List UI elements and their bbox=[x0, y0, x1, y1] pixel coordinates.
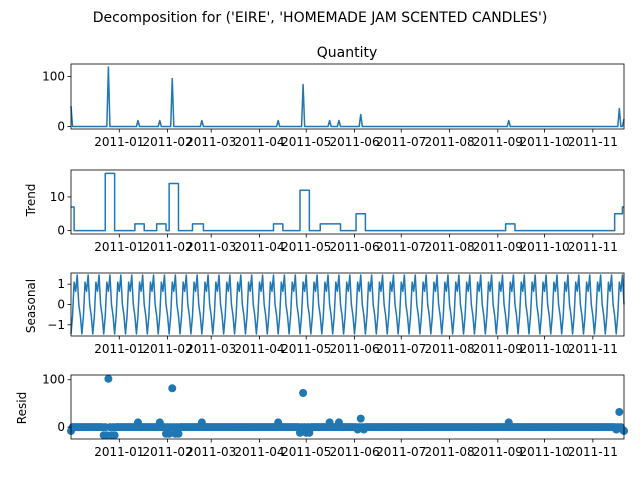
resid-point bbox=[615, 407, 624, 416]
seasonal-ytick-label: −1 bbox=[47, 318, 65, 332]
resid-point bbox=[104, 374, 113, 383]
resid-xtick-label: 2011-08 bbox=[424, 445, 474, 459]
resid-panel-ylabel: Resid bbox=[15, 392, 29, 424]
trend-ytick-label: 10 bbox=[50, 190, 65, 204]
seasonal-ytick-label: 0 bbox=[57, 298, 65, 312]
trend-xtick-label: 2011-11 bbox=[568, 240, 618, 254]
resid-ytick-label: 100 bbox=[42, 373, 65, 387]
resid-axes-frame bbox=[70, 374, 625, 440]
trend-axes-frame bbox=[70, 169, 625, 235]
quantity-xtick-label: 2011-06 bbox=[329, 135, 379, 149]
quantity-xtick-label: 2011-09 bbox=[473, 135, 523, 149]
trend-xtick-label: 2011-10 bbox=[519, 240, 569, 254]
resid-xtick-label: 2011-01 bbox=[94, 445, 144, 459]
trend-xtick-label: 2011-05 bbox=[281, 240, 331, 254]
trend-xtick-label: 2011-03 bbox=[186, 240, 236, 254]
trend-xtick-label: 2011-08 bbox=[424, 240, 474, 254]
trend-series-line bbox=[71, 172, 624, 232]
resid-ytick-label: 0 bbox=[57, 420, 65, 434]
resid-xtick-label: 2011-02 bbox=[143, 445, 193, 459]
seasonal-panel-ylabel: Seasonal bbox=[24, 279, 38, 333]
trend-panel-ylabel: Trend bbox=[24, 184, 38, 218]
resid-xtick-label: 2011-04 bbox=[234, 445, 284, 459]
seasonal-xtick-label: 2011-10 bbox=[519, 342, 569, 356]
quantity-xtick-label: 2011-11 bbox=[568, 135, 618, 149]
quantity-panel-title: Quantity bbox=[317, 45, 378, 61]
seasonal-series-line bbox=[70, 274, 625, 335]
resid-point bbox=[356, 414, 365, 423]
figure-title: Decomposition for ('EIRE', 'HOMEMADE JAM… bbox=[93, 10, 548, 26]
trend-ytick-label: 0 bbox=[57, 224, 65, 238]
quantity-xtick-label: 2011-10 bbox=[519, 135, 569, 149]
resid-xtick-label: 2011-05 bbox=[281, 445, 331, 459]
quantity-ytick-label: 0 bbox=[57, 120, 65, 134]
resid-point bbox=[168, 384, 177, 393]
seasonal-xtick-label: 2011-08 bbox=[424, 342, 474, 356]
resid-xtick-label: 2011-09 bbox=[473, 445, 523, 459]
quantity-axes-frame bbox=[70, 63, 625, 130]
quantity-xtick-label: 2011-01 bbox=[94, 135, 144, 149]
seasonal-xtick-label: 2011-01 bbox=[94, 342, 144, 356]
quantity-ytick-label: 100 bbox=[42, 70, 65, 84]
quantity-series-line bbox=[70, 66, 625, 128]
resid-xtick-label: 2011-11 bbox=[568, 445, 618, 459]
resid-point bbox=[299, 389, 308, 398]
resid-xtick-label: 2011-06 bbox=[329, 445, 379, 459]
seasonal-xtick-label: 2011-04 bbox=[234, 342, 284, 356]
resid-point bbox=[110, 431, 119, 440]
trend-xtick-label: 2011-07 bbox=[376, 240, 426, 254]
seasonal-xtick-label: 2011-06 bbox=[329, 342, 379, 356]
seasonal-xtick-label: 2011-11 bbox=[568, 342, 618, 356]
trend-xtick-label: 2011-04 bbox=[234, 240, 284, 254]
resid-xtick-label: 2011-10 bbox=[519, 445, 569, 459]
seasonal-xtick-label: 2011-09 bbox=[473, 342, 523, 356]
quantity-xtick-label: 2011-08 bbox=[424, 135, 474, 149]
trend-xtick-label: 2011-01 bbox=[94, 240, 144, 254]
quantity-xtick-label: 2011-03 bbox=[186, 135, 236, 149]
quantity-xtick-label: 2011-05 bbox=[281, 135, 331, 149]
trend-xtick-label: 2011-06 bbox=[329, 240, 379, 254]
quantity-xtick-label: 2011-07 bbox=[376, 135, 426, 149]
trend-xtick-label: 2011-02 bbox=[143, 240, 193, 254]
seasonal-ytick-label: 1 bbox=[57, 277, 65, 291]
resid-xtick-label: 2011-03 bbox=[186, 445, 236, 459]
quantity-xtick-label: 2011-02 bbox=[143, 135, 193, 149]
trend-xtick-label: 2011-09 bbox=[473, 240, 523, 254]
seasonal-xtick-label: 2011-05 bbox=[281, 342, 331, 356]
seasonal-xtick-label: 2011-07 bbox=[376, 342, 426, 356]
resid-xtick-label: 2011-07 bbox=[376, 445, 426, 459]
quantity-xtick-label: 2011-04 bbox=[234, 135, 284, 149]
resid-point bbox=[174, 429, 183, 438]
seasonal-xtick-label: 2011-03 bbox=[186, 342, 236, 356]
resid-point bbox=[165, 429, 174, 438]
seasonal-xtick-label: 2011-02 bbox=[143, 342, 193, 356]
